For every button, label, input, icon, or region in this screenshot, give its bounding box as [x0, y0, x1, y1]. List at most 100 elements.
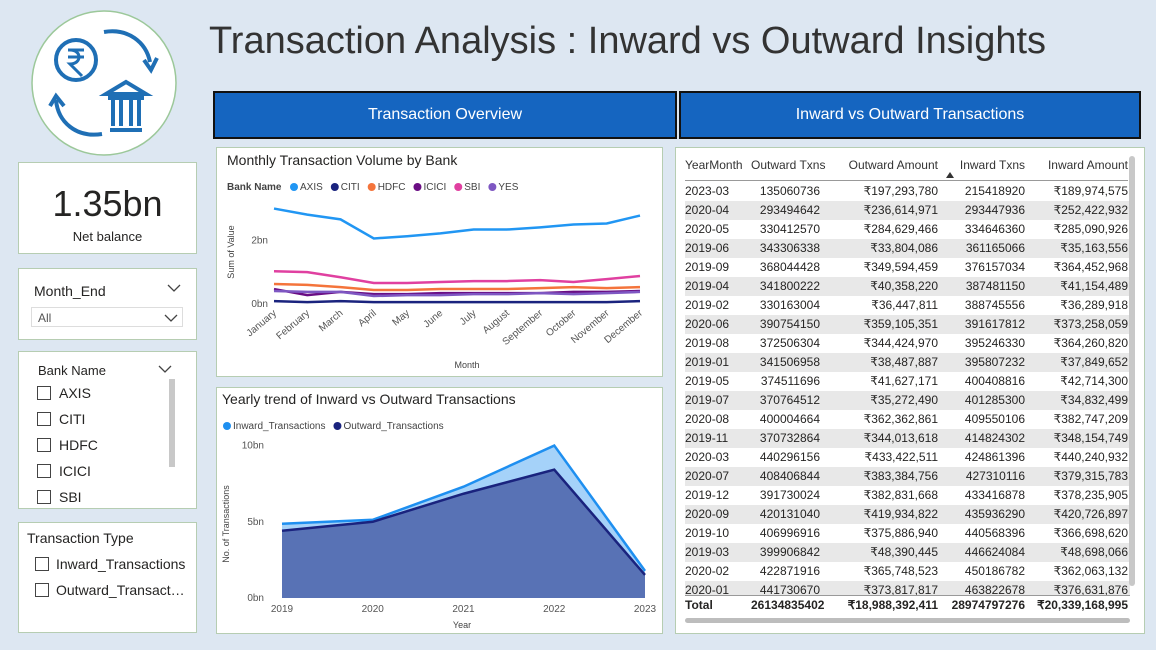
v-scrollbar[interactable]: [1129, 156, 1135, 586]
legend-marker: [367, 183, 376, 191]
table-cell: 2019-06: [685, 241, 730, 255]
line: [273, 207, 641, 240]
table-row: 2020-04 293494642 ₹236,614,971 293447936 ₹25…: [685, 201, 1130, 220]
table-cell: ₹34,832,499: [1060, 393, 1128, 407]
table-cell: 422871916: [759, 564, 820, 578]
month-slicer: Month_End All: [18, 268, 197, 340]
column-header: YearMonth: [685, 158, 743, 172]
table-cell: 463822678: [964, 583, 1025, 596]
x-tick-label: 2020: [362, 604, 385, 615]
legend-label: ICICI: [423, 182, 446, 193]
total-cell: ₹20,339,168,995: [1036, 598, 1128, 612]
x-tick-label: 2019: [271, 604, 294, 615]
table-row: 2023-03 135060736 ₹197,293,780 215418920 ₹18…: [685, 182, 1130, 201]
table-cell: 368044428: [759, 260, 820, 274]
table-cell: 2019-10: [685, 526, 730, 540]
table-cell: 2023-03: [685, 184, 730, 198]
table-cell: 374511696: [760, 374, 820, 388]
checkbox[interactable]: [35, 583, 49, 597]
legend-label: YES: [498, 182, 518, 193]
table-row: 2019-02 330163004 ₹36,447,811 388745556 ₹36,…: [685, 296, 1130, 315]
table-cell: 441730670: [759, 583, 820, 596]
table-cell: ₹236,614,971: [863, 203, 938, 217]
checkbox[interactable]: [37, 438, 51, 452]
x-tick-label: March: [317, 308, 345, 334]
chart-title: Yearly trend of Inward vs Outward Transa…: [222, 391, 516, 407]
checkbox[interactable]: [37, 490, 51, 504]
option-label: ICICI: [59, 463, 91, 479]
table-body: 2023-03 135060736 ₹197,293,780 215418920 ₹18…: [685, 182, 1130, 596]
table-row: 2019-09 368044428 ₹349,594,459 376157034 ₹36…: [685, 258, 1130, 277]
table-cell: ₹440,240,932: [1053, 450, 1128, 464]
table-cell: ₹365,748,523: [863, 564, 938, 578]
table-cell: 440568396: [964, 526, 1025, 540]
option-label: SBI: [59, 489, 82, 505]
tab[interactable]: Inward vs Outward Transactions: [679, 91, 1141, 139]
area-chart: Yearly trend of Inward vs Outward Transa…: [221, 391, 657, 630]
table-cell: ₹375,886,940: [863, 526, 938, 540]
table-row: 2019-06 343306338 ₹33,804,086 361165066 ₹35,…: [685, 239, 1130, 258]
dropdown[interactable]: All: [31, 307, 183, 327]
table-cell: 330163004: [759, 298, 820, 312]
kpi-label: Net balance: [72, 229, 143, 244]
y-axis-title: No. of Transactions: [221, 485, 231, 563]
table-cell: ₹48,390,445: [870, 545, 938, 559]
option-label: CITI: [59, 411, 86, 427]
column-header: Outward Amount: [848, 158, 938, 172]
table-cell: ₹348,154,749: [1053, 431, 1128, 445]
header-rule: [685, 180, 1128, 181]
table-cell: 424861396: [964, 450, 1025, 464]
table-cell: 427310116: [965, 469, 1025, 483]
x-tick-label: 2021: [452, 604, 475, 615]
bank-slicer: Bank Name AXIS CITI HDFC ICICI SBI: [18, 351, 197, 509]
table-cell: 2019-01: [685, 355, 730, 369]
table-cell: 2020-06: [685, 317, 730, 331]
legend-marker: [454, 183, 463, 191]
table-cell: 343306338: [759, 241, 820, 255]
sort-arrow[interactable]: [946, 172, 954, 178]
table-cell: 370764512: [759, 393, 820, 407]
checkbox[interactable]: [37, 464, 51, 478]
table-cell: 414824302: [964, 431, 1025, 445]
table-cell: 388745556: [964, 298, 1025, 312]
table-cell: 401285300: [964, 393, 1025, 407]
slicer-title: Bank Name: [38, 363, 106, 378]
table-cell: ₹285,090,926: [1053, 222, 1128, 236]
option-label: HDFC: [59, 437, 98, 453]
table-cell: 293447936: [964, 203, 1025, 217]
tab[interactable]: Transaction Overview: [213, 91, 677, 139]
table-cell: ₹344,424,970: [863, 336, 938, 350]
kpi-card: 1.35bn Net balance: [18, 162, 197, 254]
x-tick-label: January: [245, 308, 279, 339]
y-tick-label: 0bn: [251, 299, 268, 310]
table-cell: ₹362,362,861: [863, 412, 938, 426]
table-cell: 2019-04: [685, 279, 730, 293]
legend-marker: [333, 422, 342, 430]
checkbox[interactable]: [35, 557, 49, 571]
table-row: 2020-07 408406844 ₹383,384,756 427310116 ₹37…: [685, 467, 1130, 486]
table-cell: 409550106: [964, 412, 1025, 426]
table-cell: 2019-03: [685, 545, 730, 559]
chevron[interactable]: [167, 283, 181, 293]
table-cell: ₹364,260,820: [1053, 336, 1128, 350]
table-row: 2020-08 400004664 ₹362,362,861 409550106 ₹38…: [685, 410, 1130, 429]
x-tick-label: May: [390, 308, 412, 329]
checkbox[interactable]: [37, 386, 51, 400]
chart-title: Monthly Transaction Volume by Bank: [227, 152, 458, 168]
line: [273, 289, 641, 298]
table-cell: ₹35,163,556: [1060, 241, 1128, 255]
total-cell: 28974797276: [951, 598, 1025, 612]
scrollbar[interactable]: [169, 379, 175, 467]
table-cell: ₹41,627,171: [870, 374, 938, 388]
table-cell: 2020-03: [685, 450, 730, 464]
legend-marker: [413, 183, 422, 191]
table-cell: 2019-07: [685, 393, 730, 407]
table-cell: 395807232: [964, 355, 1025, 369]
checkbox[interactable]: [37, 412, 51, 426]
option-label: Outward_Transactions: [56, 582, 186, 598]
area-line: [281, 468, 646, 576]
table-cell: 399906842: [759, 545, 820, 559]
chevron[interactable]: [158, 364, 172, 374]
h-scrollbar[interactable]: [685, 618, 1130, 623]
